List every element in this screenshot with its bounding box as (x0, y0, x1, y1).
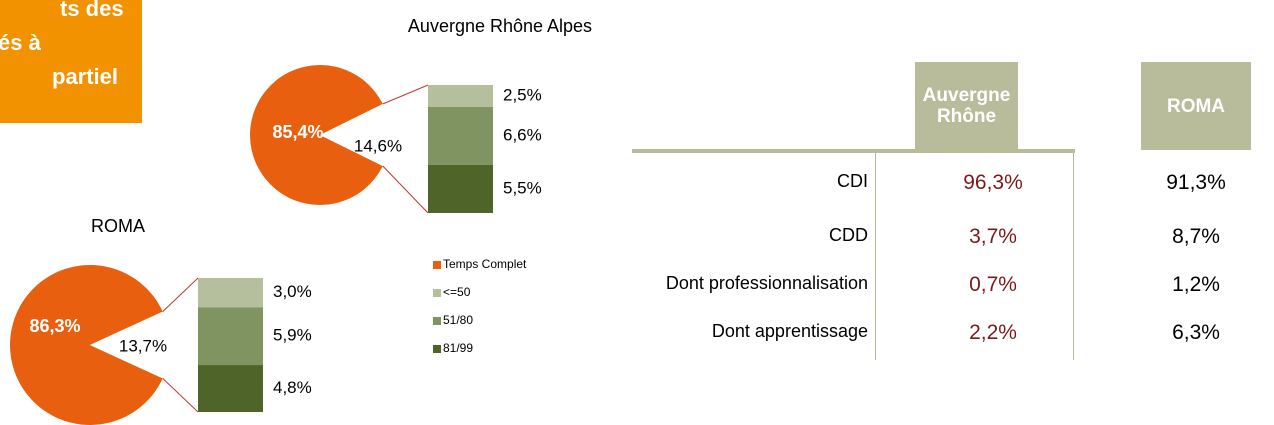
table-value: 6,3% (1172, 321, 1220, 344)
table-value: 0,7% (969, 273, 1017, 296)
legend-swatch (433, 345, 441, 353)
segment-label: 3,0% (273, 282, 312, 301)
pie-slice (320, 104, 390, 166)
table-value: 1,2% (1172, 273, 1220, 296)
legend-swatch (433, 261, 441, 269)
table-rule (632, 149, 1075, 153)
table-value: 91,3% (1166, 171, 1226, 194)
legend-label: Temps Complet (443, 257, 527, 271)
connector (162, 277, 199, 312)
slice-label: 13,7% (119, 336, 167, 355)
connector (162, 378, 199, 413)
segment-label: 4,8% (273, 378, 312, 397)
banner: ts des és à partiel (0, 0, 142, 123)
chart-title: ROMA (91, 216, 145, 236)
row-label: Dont apprentissage (711, 321, 868, 341)
table-divider (1073, 153, 1074, 360)
slice-label: 14,6% (354, 136, 402, 155)
segment-label: 2,5% (503, 85, 542, 104)
bar-segment (198, 365, 263, 412)
column-header: ROMA (1141, 62, 1251, 150)
slice-label: 85,4% (272, 122, 323, 142)
row-label: Dont professionnalisation (665, 273, 868, 293)
banner-line: ts des (60, 0, 124, 21)
legend-label: <=50 (443, 285, 471, 299)
table-value: 3,7% (969, 225, 1017, 248)
slice-label: 86,3% (29, 316, 80, 336)
chart-title: Auvergne Rhône Alpes (408, 16, 592, 36)
banner-line: partiel (52, 64, 119, 89)
bar-segment (428, 164, 493, 213)
legend-swatch (433, 317, 441, 325)
connector (382, 84, 429, 105)
row-label: CDD (829, 225, 868, 245)
pie-slice (249, 65, 383, 206)
bar-segment (198, 307, 263, 366)
legend-swatch (433, 289, 441, 297)
table-value: 2,2% (969, 321, 1017, 344)
legend-label: 81/99 (443, 341, 473, 355)
segment-label: 5,9% (273, 326, 312, 345)
segment-label: 6,6% (503, 125, 542, 144)
bar-segment (428, 106, 493, 165)
table-value: 96,3% (963, 171, 1023, 194)
table-divider (875, 153, 876, 360)
column-header: Auvergne Rhône (915, 62, 1018, 150)
bar-segment (198, 278, 263, 308)
segment-label: 5,5% (503, 178, 542, 197)
banner-line: és à (0, 30, 41, 55)
table-value: 8,7% (1172, 225, 1220, 248)
pie-slice (10, 265, 163, 425)
legend-label: 51/80 (443, 313, 473, 327)
connector (382, 165, 429, 214)
row-label: CDI (837, 171, 868, 191)
pie-slice (90, 311, 171, 379)
bar-segment (428, 85, 493, 107)
